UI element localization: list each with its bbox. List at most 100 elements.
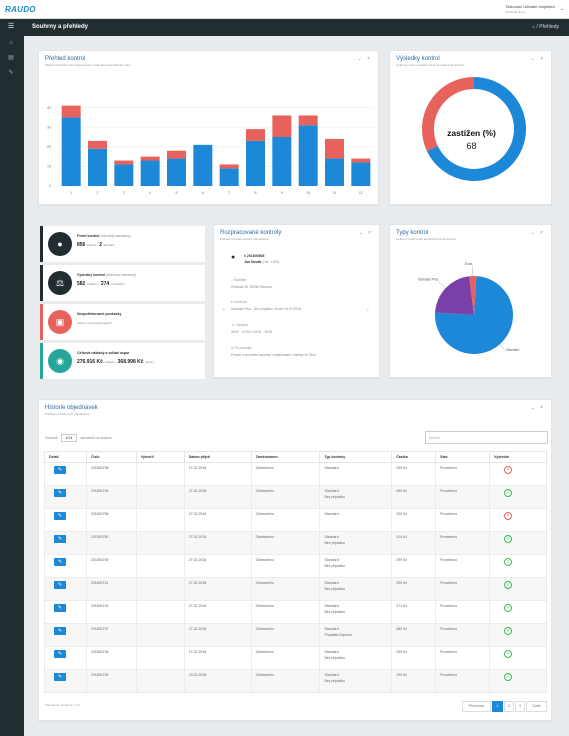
edit-button[interactable]: ✎ [54, 650, 66, 658]
panel-controls[interactable]: ⌄ × [530, 405, 545, 411]
column-header[interactable]: Zaměstnanec [250, 451, 321, 463]
history-subtitle: Přehled provedených objednávek [45, 412, 90, 416]
cell-result: ✓ [489, 531, 547, 555]
page-size-select[interactable]: 10 ▾ [60, 434, 78, 442]
column-header[interactable]: Výsledek [489, 451, 547, 463]
bar-segment [114, 160, 134, 165]
y-tick-label: 10 [47, 165, 51, 169]
bar-segment [219, 168, 239, 186]
menu-icon[interactable]: ☰ [7, 23, 15, 30]
edit-button[interactable]: ✎ [54, 581, 66, 589]
cell-amount: 299 Kč [391, 669, 437, 693]
pagination-next[interactable]: Další [526, 701, 547, 712]
column-header[interactable]: Stav [435, 451, 491, 463]
cell-state: Provedeno [435, 669, 491, 693]
column-header[interactable]: Detail [44, 451, 87, 463]
stat-card-values: 856 celkem / 2 aktuálně [77, 242, 115, 248]
bell-icon: ♦ [231, 300, 233, 304]
cell-number: 201800737 [85, 623, 137, 647]
edit-icon: ✎ [57, 674, 63, 680]
column-header[interactable]: Typ kontroly [319, 451, 393, 463]
bar-segment [193, 144, 213, 186]
note-label: ✉ Poznámka [231, 346, 252, 350]
edit-button[interactable]: ✎ [54, 535, 66, 543]
bar-segment [88, 148, 107, 186]
chevron-left-icon[interactable]: ‹ [223, 307, 225, 313]
home-icon[interactable]: ⌂ [9, 40, 13, 46]
chevron-down-icon[interactable]: ⌄ [559, 6, 564, 12]
cell-type: Standard Bez příplatku [319, 577, 393, 601]
user-menu[interactable]: Testovací Uživatel Inspektor Testovací f… [505, 4, 555, 14]
pagination-prev[interactable]: Předchozí [462, 701, 491, 712]
edit-button[interactable]: ✎ [54, 489, 66, 497]
x-tick-label: 12 [359, 191, 363, 195]
logo[interactable]: RAUDO [5, 5, 36, 14]
cell-state: Provedeno [435, 485, 491, 509]
edit-button[interactable]: ✎ [54, 512, 66, 520]
table-row[interactable]: ✎ 201800741 27.02.2018 Odstraněno Standard Be… [44, 577, 547, 601]
panel-controls[interactable]: ⌄ × [530, 230, 545, 236]
pie-label-line [438, 281, 446, 289]
cell-number: 201800798 [85, 462, 137, 486]
document-icon[interactable]: ▤ [8, 55, 14, 61]
search-input[interactable]: Search... [425, 431, 548, 444]
types-panel: Typy kontrol Celkový počet podle jednotli… [389, 224, 552, 378]
table-row[interactable]: ✎ 201800794 27.02.2018 Odstraněno Standard Be… [44, 485, 547, 509]
pagination-page-2[interactable]: 2 [504, 701, 514, 712]
edit-icon[interactable]: ✎ [8, 70, 14, 76]
edit-button[interactable]: ✎ [54, 627, 66, 635]
edit-button[interactable]: ✎ [54, 466, 66, 474]
check-icon: ✓ [504, 627, 513, 635]
home-icon[interactable]: ⌂ [532, 24, 536, 30]
column-header[interactable]: Datum přijetí [183, 451, 252, 463]
stat-card: ● Počet kontrol (všechny záznamy) 856 celk… [40, 226, 205, 262]
cell-result: ✓ [489, 485, 547, 509]
panel-controls[interactable]: ⌄ × [530, 56, 545, 62]
pagination-page-3[interactable]: 3 [515, 701, 525, 712]
cell-employee: Odstraněno [250, 669, 321, 693]
cell-number: 201800769 [85, 554, 137, 578]
results-panel: Výsledky kontrol Celkový počet výsledků v… [389, 50, 552, 205]
cell-state: Provedeno [435, 623, 491, 647]
column-header[interactable]: Číslo [85, 451, 137, 463]
table-row[interactable]: ✎ 201800798 27.02.2018 Odstraněno Standard 29… [44, 462, 547, 486]
pending-id: # 201800808 [244, 254, 265, 258]
table-row[interactable]: ✎ 201800744 27.02.2018 Odstraněno Standard Be… [44, 600, 547, 624]
cell-created [135, 531, 185, 555]
edit-button[interactable]: ✎ [54, 673, 66, 681]
cell-date: 27.02.2018 [183, 623, 252, 647]
cell-result: ✓ [489, 577, 547, 601]
bar-segment [246, 129, 265, 141]
table-row[interactable]: ✎ 201800734 20.02.2018 Odstraněno Standard Be… [44, 669, 547, 693]
bar-segment [140, 156, 160, 161]
history-table: Detail Číslo Vytvořil Datum přijetí Zaměstna… [44, 451, 547, 693]
cell-result: ✓ [489, 600, 547, 624]
panel-controls[interactable]: ⌄ × [358, 230, 373, 236]
cell-type: Standard Bez příplatku [319, 669, 393, 693]
edit-button[interactable]: ✎ [54, 604, 66, 612]
column-header[interactable]: Vytvořil [135, 451, 185, 463]
cell-amount: 299 Kč [391, 554, 437, 578]
table-row[interactable]: ✎ 201800736 27.02.2018 Odstraněno Standard Be… [44, 646, 547, 670]
table-row[interactable]: ✎ 201800786 27.02.2018 Odstraněno Standard 29… [44, 508, 547, 532]
pie-label-line [499, 344, 507, 352]
cell-amount: 299 Kč [391, 508, 437, 532]
overview-subtitle: Měsíční přehled počtu objednávek a výsle… [45, 63, 131, 67]
x-tick-label: 9 [281, 191, 283, 195]
pagination-page-1[interactable]: 1 [492, 701, 503, 712]
cell-amount: 499 Kč [391, 485, 437, 509]
pending-panel: Rozpracované kontroly Přehled rozpracovan… [213, 224, 380, 378]
cell-state: Provedeno [435, 508, 491, 532]
breadcrumb-current[interactable]: Přehledy [539, 24, 559, 30]
types-pie-chart: Standard Standard Plus Extra [418, 262, 520, 354]
cell-date: 27.02.2018 [183, 485, 252, 509]
pending-note: Prosím o provedení kontroly u objednatel… [231, 353, 316, 357]
chevron-right-icon[interactable]: › [367, 307, 369, 313]
edit-button[interactable]: ✎ [54, 558, 66, 566]
panel-controls[interactable]: ⌄ × [357, 56, 372, 62]
table-row[interactable]: ✎ 201800780 27.02.2018 Odstraněno Standard Be… [44, 531, 547, 555]
comment-icon: ✉ [231, 346, 234, 350]
table-row[interactable]: ✎ 201800737 27.02.2018 Odstraněno Standard Př… [44, 623, 547, 647]
column-header[interactable]: Částka [391, 451, 437, 463]
table-row[interactable]: ✎ 201800769 27.02.2018 Odstraněno Standard Be… [44, 554, 547, 578]
